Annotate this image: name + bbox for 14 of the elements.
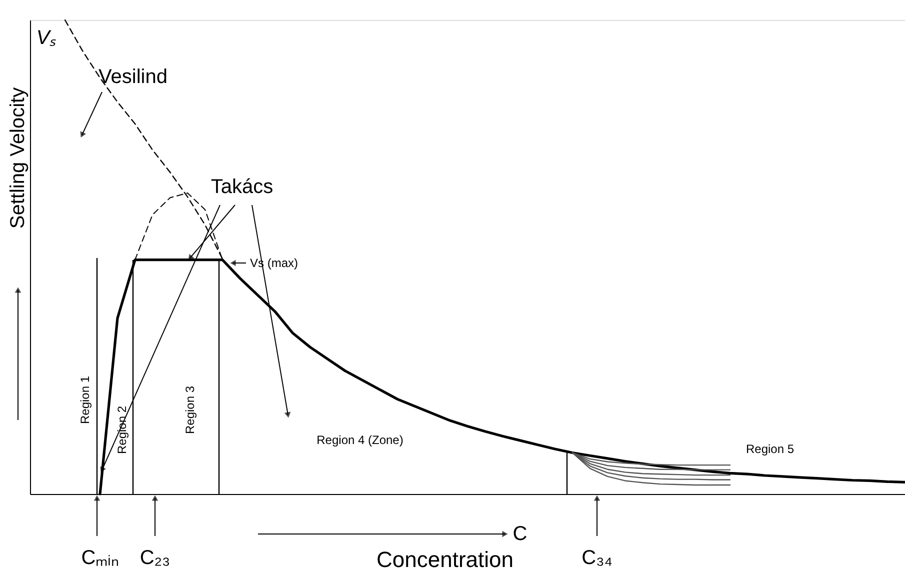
annotation: Takács — [210, 176, 274, 198]
text: C₃₄ — [582, 547, 612, 569]
annotation: Region 3 — [183, 386, 197, 434]
annotation: Vesilind — [98, 66, 168, 88]
text: C₂₃ — [140, 547, 170, 569]
annotation: Region 5 — [746, 442, 794, 456]
text: Cₘᵢₙ — [81, 547, 119, 569]
annotation: Vₛ — [36, 27, 57, 49]
annotation: Region 4 (Zone) — [316, 433, 404, 447]
y-axis-title: Settling Velocity — [7, 87, 29, 229]
x-axis-title: Concentration — [376, 547, 514, 572]
text: C — [512, 523, 528, 545]
annotation: Region 1 — [78, 376, 92, 424]
annotation: Region 2 — [115, 406, 129, 454]
